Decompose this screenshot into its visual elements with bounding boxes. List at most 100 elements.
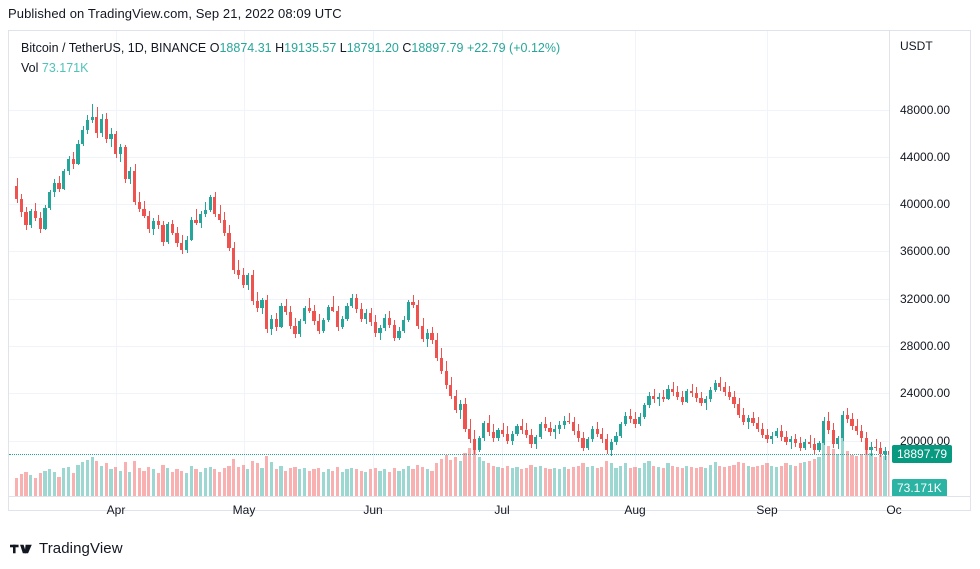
candle-body: [751, 418, 755, 423]
volume-bar: [241, 464, 245, 496]
candle-body: [227, 232, 231, 248]
candle-body: [269, 318, 274, 330]
candle-body: [170, 224, 174, 233]
volume-bar: [33, 477, 38, 496]
candle-body: [406, 302, 410, 321]
candle-body: [708, 389, 713, 400]
volume-bar: [826, 446, 831, 496]
candle-body: [95, 116, 99, 134]
candle-body: [246, 275, 250, 285]
volume-bar: [727, 465, 731, 496]
volume-bar: [543, 468, 547, 496]
price-pane[interactable]: [9, 31, 889, 496]
volume-bar: [534, 467, 538, 496]
candle-body: [147, 215, 151, 229]
volume-bar: [208, 467, 212, 496]
candle-wick: [413, 295, 415, 309]
volume-bar: [553, 468, 557, 496]
volume-bar: [170, 471, 174, 496]
price-tick: 48000.00: [900, 102, 951, 117]
volume-bar: [817, 457, 821, 496]
volume-bar: [642, 463, 646, 496]
candle-body: [133, 171, 137, 202]
volume-bar: [623, 463, 628, 496]
volume-bar: [251, 460, 255, 496]
volume-bar: [793, 465, 797, 496]
volume-bar: [81, 462, 85, 496]
gridline-h: [9, 346, 889, 347]
candle-body: [392, 324, 396, 338]
volume-bar: [217, 471, 222, 496]
candle-body: [831, 429, 835, 445]
candle-body: [647, 395, 651, 406]
volume-bar: [779, 465, 783, 496]
candle-body: [217, 213, 222, 220]
volume-bar: [359, 470, 363, 496]
candle-body: [883, 451, 887, 454]
candle-body: [581, 438, 585, 448]
candle-body: [241, 275, 245, 285]
volume-bar: [38, 473, 42, 496]
volume-bar: [548, 469, 552, 496]
candle-body: [586, 439, 590, 448]
candle-body: [538, 424, 543, 438]
candle-body: [189, 219, 193, 240]
candle-body: [435, 340, 439, 358]
volume-bar: [482, 460, 486, 496]
price-tick: 36000.00: [900, 244, 951, 259]
candle-wick: [663, 389, 665, 402]
volume-bar: [364, 471, 368, 496]
volume-bar: [213, 469, 217, 496]
volume-bar: [652, 465, 656, 496]
gridline-h: [9, 110, 889, 111]
volume-bar: [529, 464, 533, 496]
gridline-h: [9, 157, 889, 158]
volume-bar: [147, 467, 151, 496]
volume-bar: [274, 469, 278, 496]
candle-body: [888, 451, 889, 455]
candle-body: [548, 427, 552, 433]
price-axis[interactable]: USDT 48000.00 44000.00 40000.00 36000.00 320…: [889, 31, 970, 497]
volume-bar: [354, 469, 359, 496]
volume-bar: [222, 468, 226, 496]
candle-body: [505, 433, 510, 441]
volume-bar: [458, 460, 462, 496]
volume-bar: [807, 460, 812, 496]
candle-body: [331, 307, 335, 311]
volume-bar: [24, 471, 28, 496]
volume-bar: [737, 462, 741, 496]
candle-body: [345, 305, 349, 319]
candle-body: [520, 426, 524, 430]
volume-bar: [836, 453, 840, 496]
candle-body: [24, 212, 28, 226]
volume-bar: [302, 468, 307, 496]
volume-bar: [647, 460, 651, 496]
candle-body: [359, 309, 363, 319]
candle-body: [387, 317, 392, 325]
candle-body: [841, 414, 845, 439]
candle-body: [298, 321, 302, 335]
candle-body: [859, 431, 864, 439]
volume-bar: [43, 470, 47, 496]
volume-bar: [520, 469, 524, 496]
candle-wick: [705, 395, 707, 410]
volume-bar: [312, 469, 316, 496]
candle-body: [430, 333, 434, 341]
candle-body: [468, 428, 472, 440]
candle-body: [874, 446, 878, 448]
candle-body: [180, 243, 184, 251]
volume-bar: [453, 457, 458, 496]
gridline-h: [9, 251, 889, 252]
volume-bar: [571, 467, 576, 496]
volume-bar: [288, 468, 292, 496]
gridline-h: [9, 393, 889, 394]
candle-body: [184, 239, 189, 251]
volume-bar: [557, 469, 561, 496]
volume-bar: [15, 477, 19, 496]
candle-body: [765, 434, 769, 440]
volume-bar: [567, 469, 571, 496]
candle-body: [524, 429, 528, 435]
time-axis[interactable]: Apr May Jun Jul Aug Sep Oc: [9, 496, 970, 517]
volume-bar: [236, 467, 241, 496]
candle-wick: [460, 400, 462, 420]
